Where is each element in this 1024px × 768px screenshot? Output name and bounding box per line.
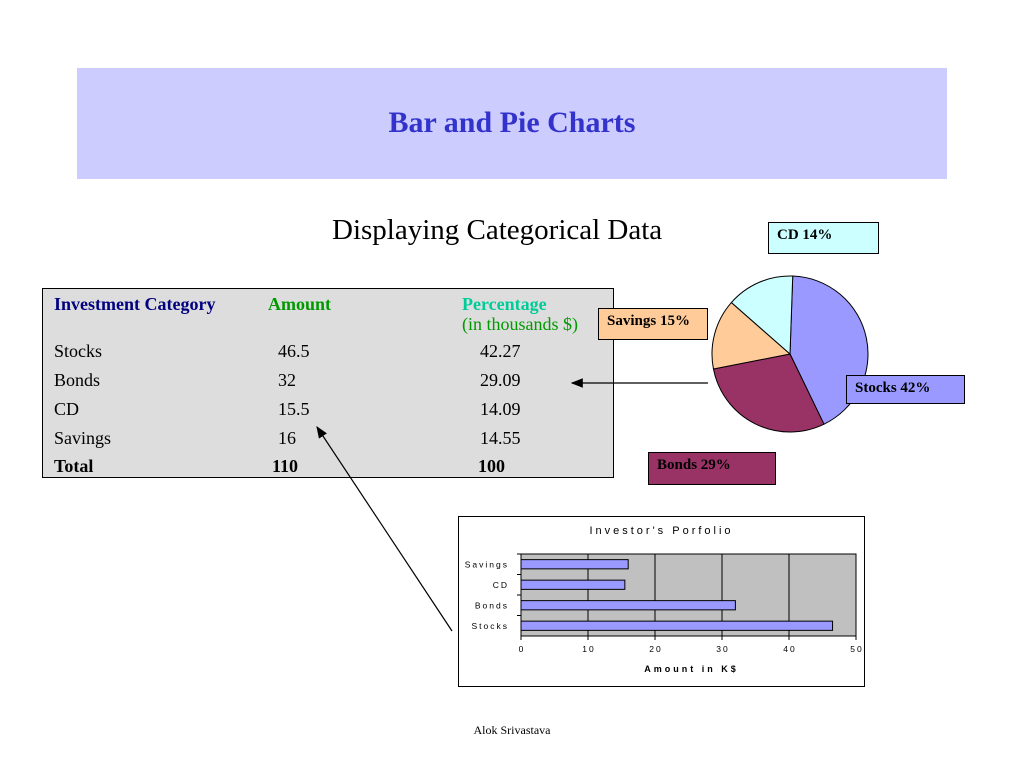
y-tick-label: Savings — [465, 559, 509, 569]
row-total-category: Total — [54, 456, 94, 476]
row-total-percentage: 100 — [478, 456, 505, 476]
pie-label-cd: CD 14% — [768, 222, 879, 254]
title-banner: Bar and Pie Charts — [77, 68, 947, 179]
x-tick-label: 30 — [716, 644, 729, 654]
row-bonds-category: Bonds — [54, 370, 101, 390]
pie-label-savings: Savings 15% — [598, 308, 708, 340]
bar-cd — [520, 579, 626, 590]
bar-chart-xlabel: Amount in K$ — [644, 664, 739, 674]
arrow-bar-to-table — [316, 425, 453, 632]
y-tick-label: Bonds — [475, 600, 509, 610]
bar-stocks — [520, 620, 834, 631]
header-amount: Amount — [268, 294, 332, 314]
row-savings-category: Savings — [54, 428, 112, 448]
row-stocks-category: Stocks — [54, 341, 103, 361]
row-bonds-percentage: 29.09 — [480, 370, 521, 390]
row-bonds-amount: 32 — [278, 370, 296, 390]
slide-subtitle: Displaying Categorical Data — [332, 214, 663, 246]
x-tick-label: 20 — [649, 644, 662, 654]
bar-chart-title: Investor's Porfolio — [589, 525, 734, 537]
row-cd-amount: 15.5 — [278, 399, 310, 419]
row-savings-amount: 16 — [278, 428, 296, 448]
bar-savings — [520, 559, 629, 570]
bar-bonds — [520, 600, 736, 611]
pie-slice-savings — [711, 301, 792, 370]
row-stocks-percentage: 42.27 — [480, 341, 521, 361]
row-savings-percentage: 14.55 — [480, 428, 521, 448]
bar-chart-plot: 0 10 20 30 40 50 Savings CD Bonds Stocks — [465, 553, 863, 654]
pie-label-stocks: Stocks 42% — [846, 375, 965, 404]
header-percentage: Percentage — [462, 294, 547, 314]
x-tick-label: 10 — [582, 644, 595, 654]
bar-chart: Investor's Porfolio 0 10 20 30 40 50 Savings CD… — [458, 516, 865, 687]
header-category: Investment Category — [54, 294, 216, 314]
x-tick-label: 0 — [519, 644, 526, 654]
x-tick-label: 50 — [850, 644, 863, 654]
y-tick-label: Stocks — [471, 621, 509, 631]
y-tick-label: CD — [493, 580, 509, 590]
pie-slice-cd — [730, 275, 794, 356]
footer-author: Alok Srivastava — [473, 723, 551, 737]
x-tick-label: 40 — [783, 644, 796, 654]
pie-slice-bonds — [712, 353, 825, 433]
row-total-amount: 110 — [272, 456, 299, 476]
row-cd-category: CD — [54, 399, 80, 419]
row-cd-percentage: 14.09 — [480, 399, 521, 419]
slide-title: Bar and Pie Charts — [388, 106, 636, 139]
row-stocks-amount: 46.5 — [278, 341, 310, 361]
pie-label-bonds: Bonds 29% — [648, 452, 776, 485]
header-units: (in thousands $) — [462, 314, 578, 334]
